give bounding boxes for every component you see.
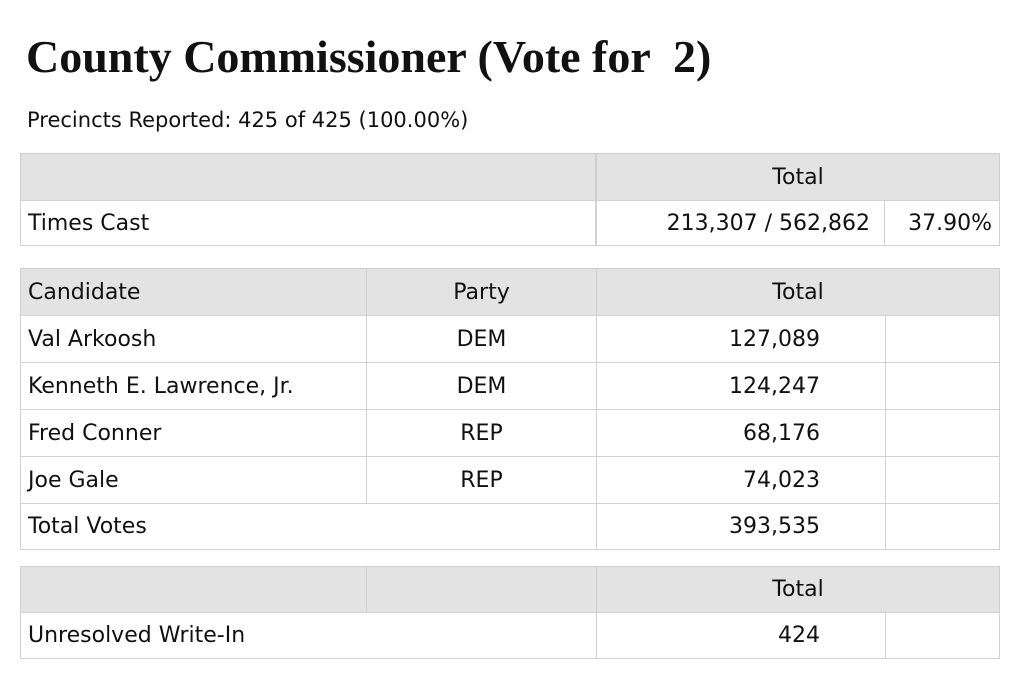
table-cell: 424 [596,612,886,659]
table-cell: Total Votes [20,503,597,550]
table-cell: Val Arkoosh [20,315,367,363]
table-cell: REP [366,409,597,457]
table-cell: DEM [366,362,597,410]
empty-cell [885,315,1000,363]
table-cell: 213,307 / 562,862 [596,200,885,246]
empty-cell [885,362,1000,410]
table-cell: REP [366,456,597,504]
empty-cell [885,612,1000,659]
table-cell: Total [596,566,1000,613]
table-cell: 393,535 [596,503,886,550]
table-cell: Candidate [20,268,367,316]
subtitle: Precincts Reported: 425 of 425 (100.00%) [27,108,469,132]
table-cell: 68,176 [596,409,886,457]
table-cell: DEM [366,315,597,363]
table-cell: Party [366,268,597,316]
empty-cell [20,566,367,613]
table-cell: Fred Conner [20,409,367,457]
table-cell: 37.90% [884,200,1000,246]
empty-cell [20,153,596,201]
table-cell: Total [596,153,1000,201]
table-cell: Times Cast [20,200,596,246]
table-cell: 74,023 [596,456,886,504]
title: County Commissioner (Vote for 2) [26,31,712,82]
empty-cell [885,456,1000,504]
table-cell: Total [596,268,1000,316]
table-cell: Kenneth E. Lawrence, Jr. [20,362,367,410]
empty-cell [366,566,597,613]
table-cell: Unresolved Write-In [20,612,597,659]
empty-cell [885,503,1000,550]
table-cell: Joe Gale [20,456,367,504]
table-cell: 127,089 [596,315,886,363]
table-cell: 124,247 [596,362,886,410]
empty-cell [885,409,1000,457]
